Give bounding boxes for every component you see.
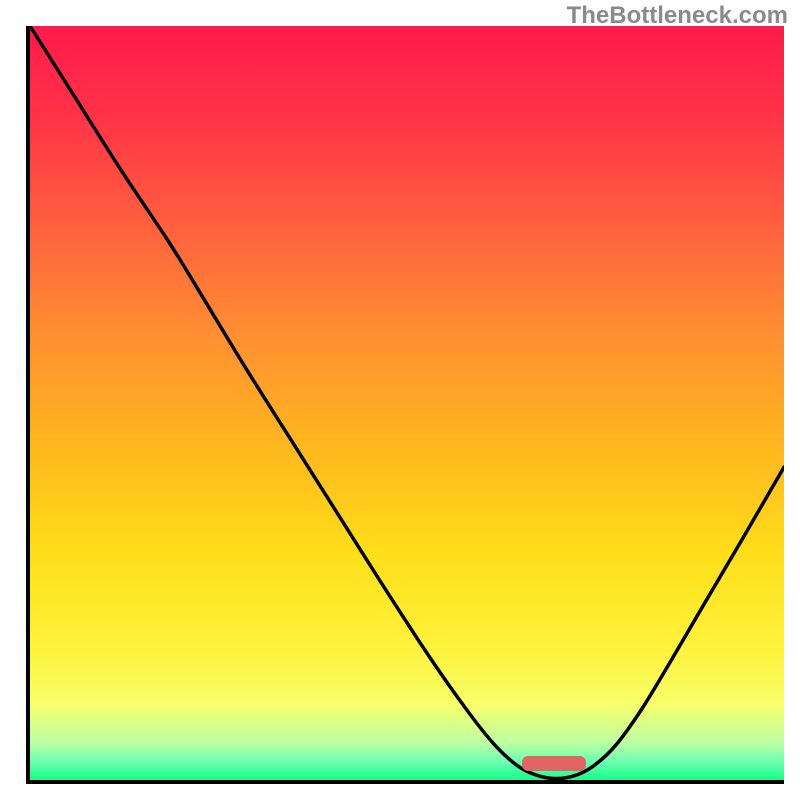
watermark-text: TheBottleneck.com [567, 2, 788, 30]
optimal-range-marker [522, 756, 586, 770]
plot-area [30, 26, 784, 780]
bottleneck-curve [30, 26, 784, 780]
chart-container: TheBottleneck.com [0, 0, 800, 800]
curve-path [30, 26, 784, 779]
y-axis [26, 26, 30, 784]
x-axis [26, 780, 784, 784]
